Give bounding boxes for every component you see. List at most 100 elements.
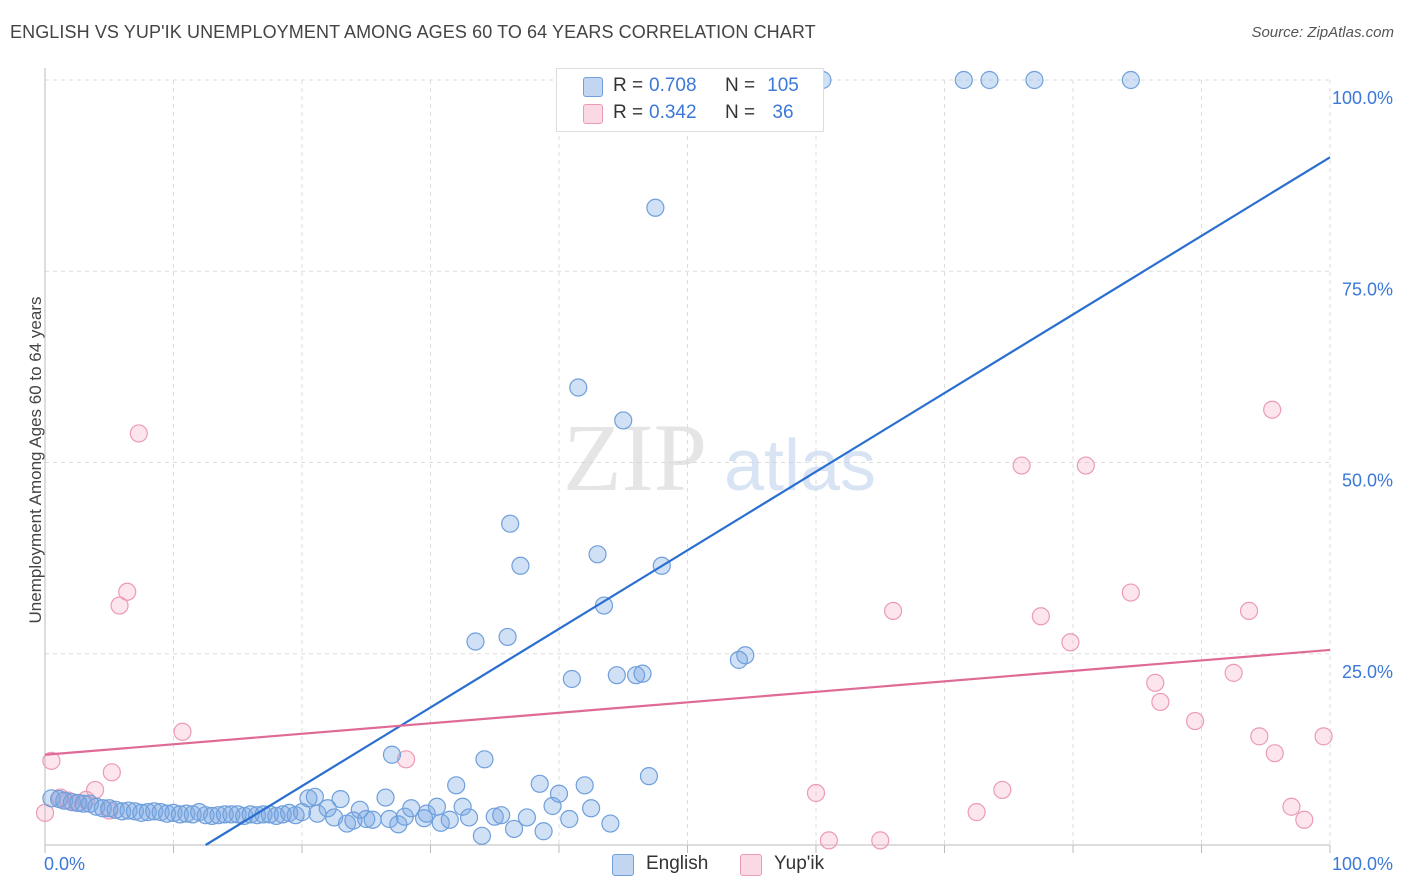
watermark: ZIP atlas	[563, 404, 876, 511]
english-point	[582, 799, 601, 818]
english-point	[562, 669, 581, 689]
english-point	[299, 789, 318, 808]
watermark-atlas: atlas	[724, 426, 876, 506]
english-point	[633, 664, 652, 683]
english-point	[492, 806, 511, 825]
yupik-point	[118, 582, 137, 601]
english-point	[511, 556, 530, 575]
english-point	[954, 70, 973, 90]
english-point	[1025, 70, 1044, 90]
n-value: 105	[767, 75, 799, 96]
english-point	[215, 805, 234, 824]
english-point	[498, 627, 517, 647]
yupik-point	[1265, 744, 1284, 763]
english-point	[459, 808, 479, 827]
english-point	[1121, 70, 1140, 90]
english-point	[534, 822, 553, 841]
english-point	[228, 805, 247, 824]
yupik-point	[173, 722, 192, 741]
yupik-point	[102, 763, 121, 782]
r-value: 0.708	[649, 75, 697, 96]
legend-row-yupik: R = 0.342 N = 36	[557, 101, 823, 127]
english-point	[614, 411, 633, 430]
watermark-zip: ZIP	[563, 404, 707, 511]
yupik-point	[1282, 797, 1301, 816]
trend-lines	[44, 156, 1331, 846]
english-point	[601, 814, 620, 833]
legend-row-english: R = 0.708 N = 105	[557, 74, 823, 100]
yupik-point	[129, 424, 148, 443]
english-swatch	[612, 854, 634, 876]
english-point	[151, 803, 170, 822]
english-point	[363, 810, 382, 829]
english-point	[318, 799, 337, 818]
english-point	[626, 666, 646, 685]
english-point	[575, 776, 594, 795]
english-point	[729, 650, 749, 669]
yupik-point	[1185, 711, 1205, 731]
yupik-point	[806, 783, 826, 803]
x-tick-label: 0.0%	[44, 854, 85, 874]
yupik-point	[1295, 810, 1314, 829]
english-point	[209, 806, 228, 825]
chart-title: ENGLISH VS YUP'IK UNEMPLOYMENT AMONG AGE…	[10, 22, 816, 42]
english-point	[62, 793, 82, 812]
yupik-trend-line	[44, 648, 1331, 756]
english-point	[427, 797, 447, 816]
r-label: R =	[613, 102, 644, 123]
yupik-point	[1151, 692, 1170, 712]
english-point	[501, 514, 520, 533]
english-point	[472, 826, 491, 845]
english-point	[382, 745, 402, 764]
yupik-point	[967, 803, 986, 822]
english-point	[517, 808, 536, 827]
r-label: R =	[613, 75, 644, 96]
english-point	[447, 776, 466, 795]
english-point	[504, 819, 524, 839]
english-point	[273, 805, 292, 824]
y-tick-label: 100.0%	[1332, 88, 1393, 108]
english-point	[241, 805, 260, 824]
english-point	[157, 804, 177, 823]
english-point	[106, 800, 125, 819]
yupik-point	[1250, 727, 1269, 746]
source-label: Source: ZipAtlas.com	[1251, 24, 1394, 41]
english-point	[453, 797, 472, 816]
yupik-swatch	[583, 104, 603, 124]
axes	[44, 68, 1331, 853]
english-point	[138, 803, 157, 822]
yupik-point	[110, 596, 129, 615]
english-point	[380, 809, 399, 829]
english-point	[607, 666, 626, 685]
r-value: 0.342	[649, 102, 697, 123]
n-value: 36	[772, 102, 794, 123]
english-point	[357, 809, 376, 829]
english-point	[569, 378, 588, 397]
english-point	[980, 70, 999, 90]
english-point	[736, 646, 755, 665]
yupik-point	[1224, 663, 1243, 682]
english-point	[560, 809, 579, 829]
yupik-point	[1263, 400, 1282, 419]
english-point	[485, 807, 504, 826]
yupik-point	[1239, 601, 1259, 621]
english-point	[125, 802, 145, 821]
yupik-point	[42, 751, 61, 770]
yupik-point	[883, 601, 903, 621]
english-point	[549, 784, 569, 803]
legend-stats: R = 0.708 N = 105 R = 0.342 N = 36	[556, 68, 824, 132]
english-trend-line	[205, 156, 1331, 846]
yupik-point	[1061, 633, 1080, 652]
english-point	[170, 805, 190, 824]
english-point	[475, 750, 494, 769]
y-tick-label: 25.0%	[1342, 662, 1393, 682]
yupik-point	[871, 831, 890, 850]
english-point	[440, 810, 459, 829]
yupik-point	[1146, 673, 1165, 692]
english-point	[466, 632, 485, 651]
english-point	[376, 788, 395, 807]
english-point	[530, 774, 549, 793]
yupik-point	[819, 831, 838, 850]
y-tick-label: 50.0%	[1342, 471, 1393, 491]
